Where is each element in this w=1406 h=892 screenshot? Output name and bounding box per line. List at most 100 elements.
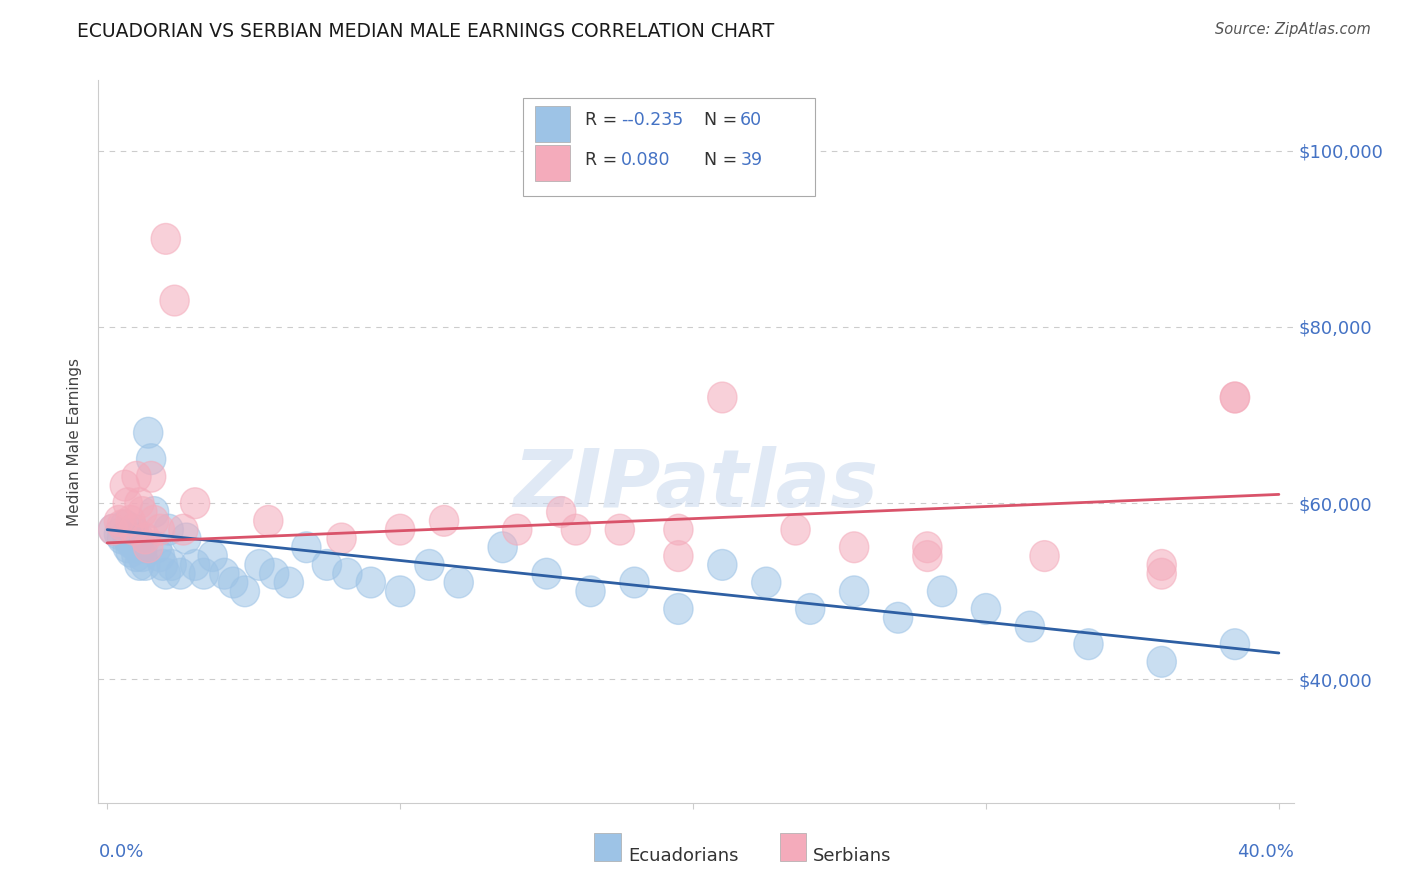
Bar (595, 833, 620, 861)
Ellipse shape (134, 532, 163, 563)
Ellipse shape (707, 549, 737, 581)
Ellipse shape (134, 417, 163, 448)
Ellipse shape (707, 382, 737, 413)
Ellipse shape (796, 593, 825, 624)
Ellipse shape (145, 541, 174, 572)
Ellipse shape (190, 558, 218, 589)
Ellipse shape (415, 549, 444, 581)
Ellipse shape (1147, 549, 1177, 581)
Ellipse shape (292, 532, 321, 563)
Text: ECUADORIAN VS SERBIAN MEDIAN MALE EARNINGS CORRELATION CHART: ECUADORIAN VS SERBIAN MEDIAN MALE EARNIN… (77, 22, 775, 41)
Ellipse shape (110, 510, 139, 541)
Ellipse shape (128, 532, 157, 563)
Bar (534, 105, 571, 142)
Ellipse shape (356, 567, 385, 598)
Ellipse shape (385, 514, 415, 545)
Ellipse shape (429, 506, 458, 536)
Ellipse shape (107, 510, 136, 541)
Ellipse shape (231, 576, 260, 607)
Ellipse shape (152, 558, 180, 589)
Ellipse shape (128, 541, 157, 572)
Ellipse shape (180, 488, 209, 518)
Ellipse shape (117, 527, 145, 558)
Ellipse shape (142, 532, 172, 563)
Ellipse shape (664, 541, 693, 572)
Ellipse shape (1220, 382, 1250, 413)
Text: 60: 60 (740, 111, 762, 129)
Ellipse shape (1147, 647, 1177, 677)
Ellipse shape (112, 488, 142, 518)
Ellipse shape (218, 567, 247, 598)
Ellipse shape (561, 514, 591, 545)
Ellipse shape (110, 470, 139, 501)
Ellipse shape (125, 549, 155, 581)
Ellipse shape (145, 514, 174, 545)
Ellipse shape (131, 549, 160, 581)
Bar (779, 833, 806, 861)
Ellipse shape (172, 523, 201, 554)
Ellipse shape (160, 285, 190, 316)
Ellipse shape (104, 518, 134, 549)
Ellipse shape (152, 224, 180, 254)
Ellipse shape (503, 514, 531, 545)
Ellipse shape (157, 549, 187, 581)
Ellipse shape (209, 558, 239, 589)
Ellipse shape (180, 549, 209, 581)
Text: Ecuadorians: Ecuadorians (628, 847, 738, 865)
Ellipse shape (664, 593, 693, 624)
Ellipse shape (912, 541, 942, 572)
Ellipse shape (531, 558, 561, 589)
Ellipse shape (139, 497, 169, 527)
Ellipse shape (98, 514, 128, 545)
Ellipse shape (547, 497, 576, 527)
Text: 40.0%: 40.0% (1237, 843, 1294, 861)
Ellipse shape (112, 532, 142, 563)
Y-axis label: Median Male Earnings: Median Male Earnings (67, 358, 83, 525)
Ellipse shape (122, 461, 152, 492)
Text: Source: ZipAtlas.com: Source: ZipAtlas.com (1215, 22, 1371, 37)
Ellipse shape (928, 576, 956, 607)
Ellipse shape (780, 514, 810, 545)
Ellipse shape (98, 514, 128, 545)
Text: 39: 39 (740, 151, 762, 169)
Ellipse shape (112, 523, 142, 554)
Ellipse shape (664, 514, 693, 545)
Ellipse shape (166, 558, 195, 589)
Text: --0.235: --0.235 (620, 111, 683, 129)
Ellipse shape (104, 506, 134, 536)
Text: N =: N = (704, 111, 744, 129)
Ellipse shape (198, 541, 228, 572)
Ellipse shape (1074, 629, 1104, 659)
Ellipse shape (1147, 558, 1177, 589)
Ellipse shape (1220, 629, 1250, 659)
Ellipse shape (972, 593, 1001, 624)
Ellipse shape (333, 558, 363, 589)
Ellipse shape (752, 567, 780, 598)
Ellipse shape (328, 523, 356, 554)
Ellipse shape (260, 558, 288, 589)
Ellipse shape (120, 514, 148, 545)
Ellipse shape (312, 549, 342, 581)
Ellipse shape (883, 602, 912, 633)
Ellipse shape (1029, 541, 1059, 572)
Ellipse shape (385, 576, 415, 607)
Ellipse shape (117, 506, 145, 536)
Ellipse shape (136, 443, 166, 475)
Text: 0.0%: 0.0% (98, 843, 143, 861)
Ellipse shape (107, 523, 136, 554)
Ellipse shape (128, 497, 157, 527)
Ellipse shape (576, 576, 605, 607)
Ellipse shape (148, 549, 177, 581)
Ellipse shape (620, 567, 650, 598)
Ellipse shape (120, 523, 148, 554)
Ellipse shape (155, 514, 183, 545)
Ellipse shape (136, 461, 166, 492)
Ellipse shape (245, 549, 274, 581)
Ellipse shape (1220, 382, 1250, 413)
Ellipse shape (839, 532, 869, 563)
Ellipse shape (122, 532, 152, 563)
Text: R =: R = (585, 111, 623, 129)
Text: ZIPatlas: ZIPatlas (513, 446, 879, 524)
Ellipse shape (274, 567, 304, 598)
Text: R =: R = (585, 151, 623, 169)
